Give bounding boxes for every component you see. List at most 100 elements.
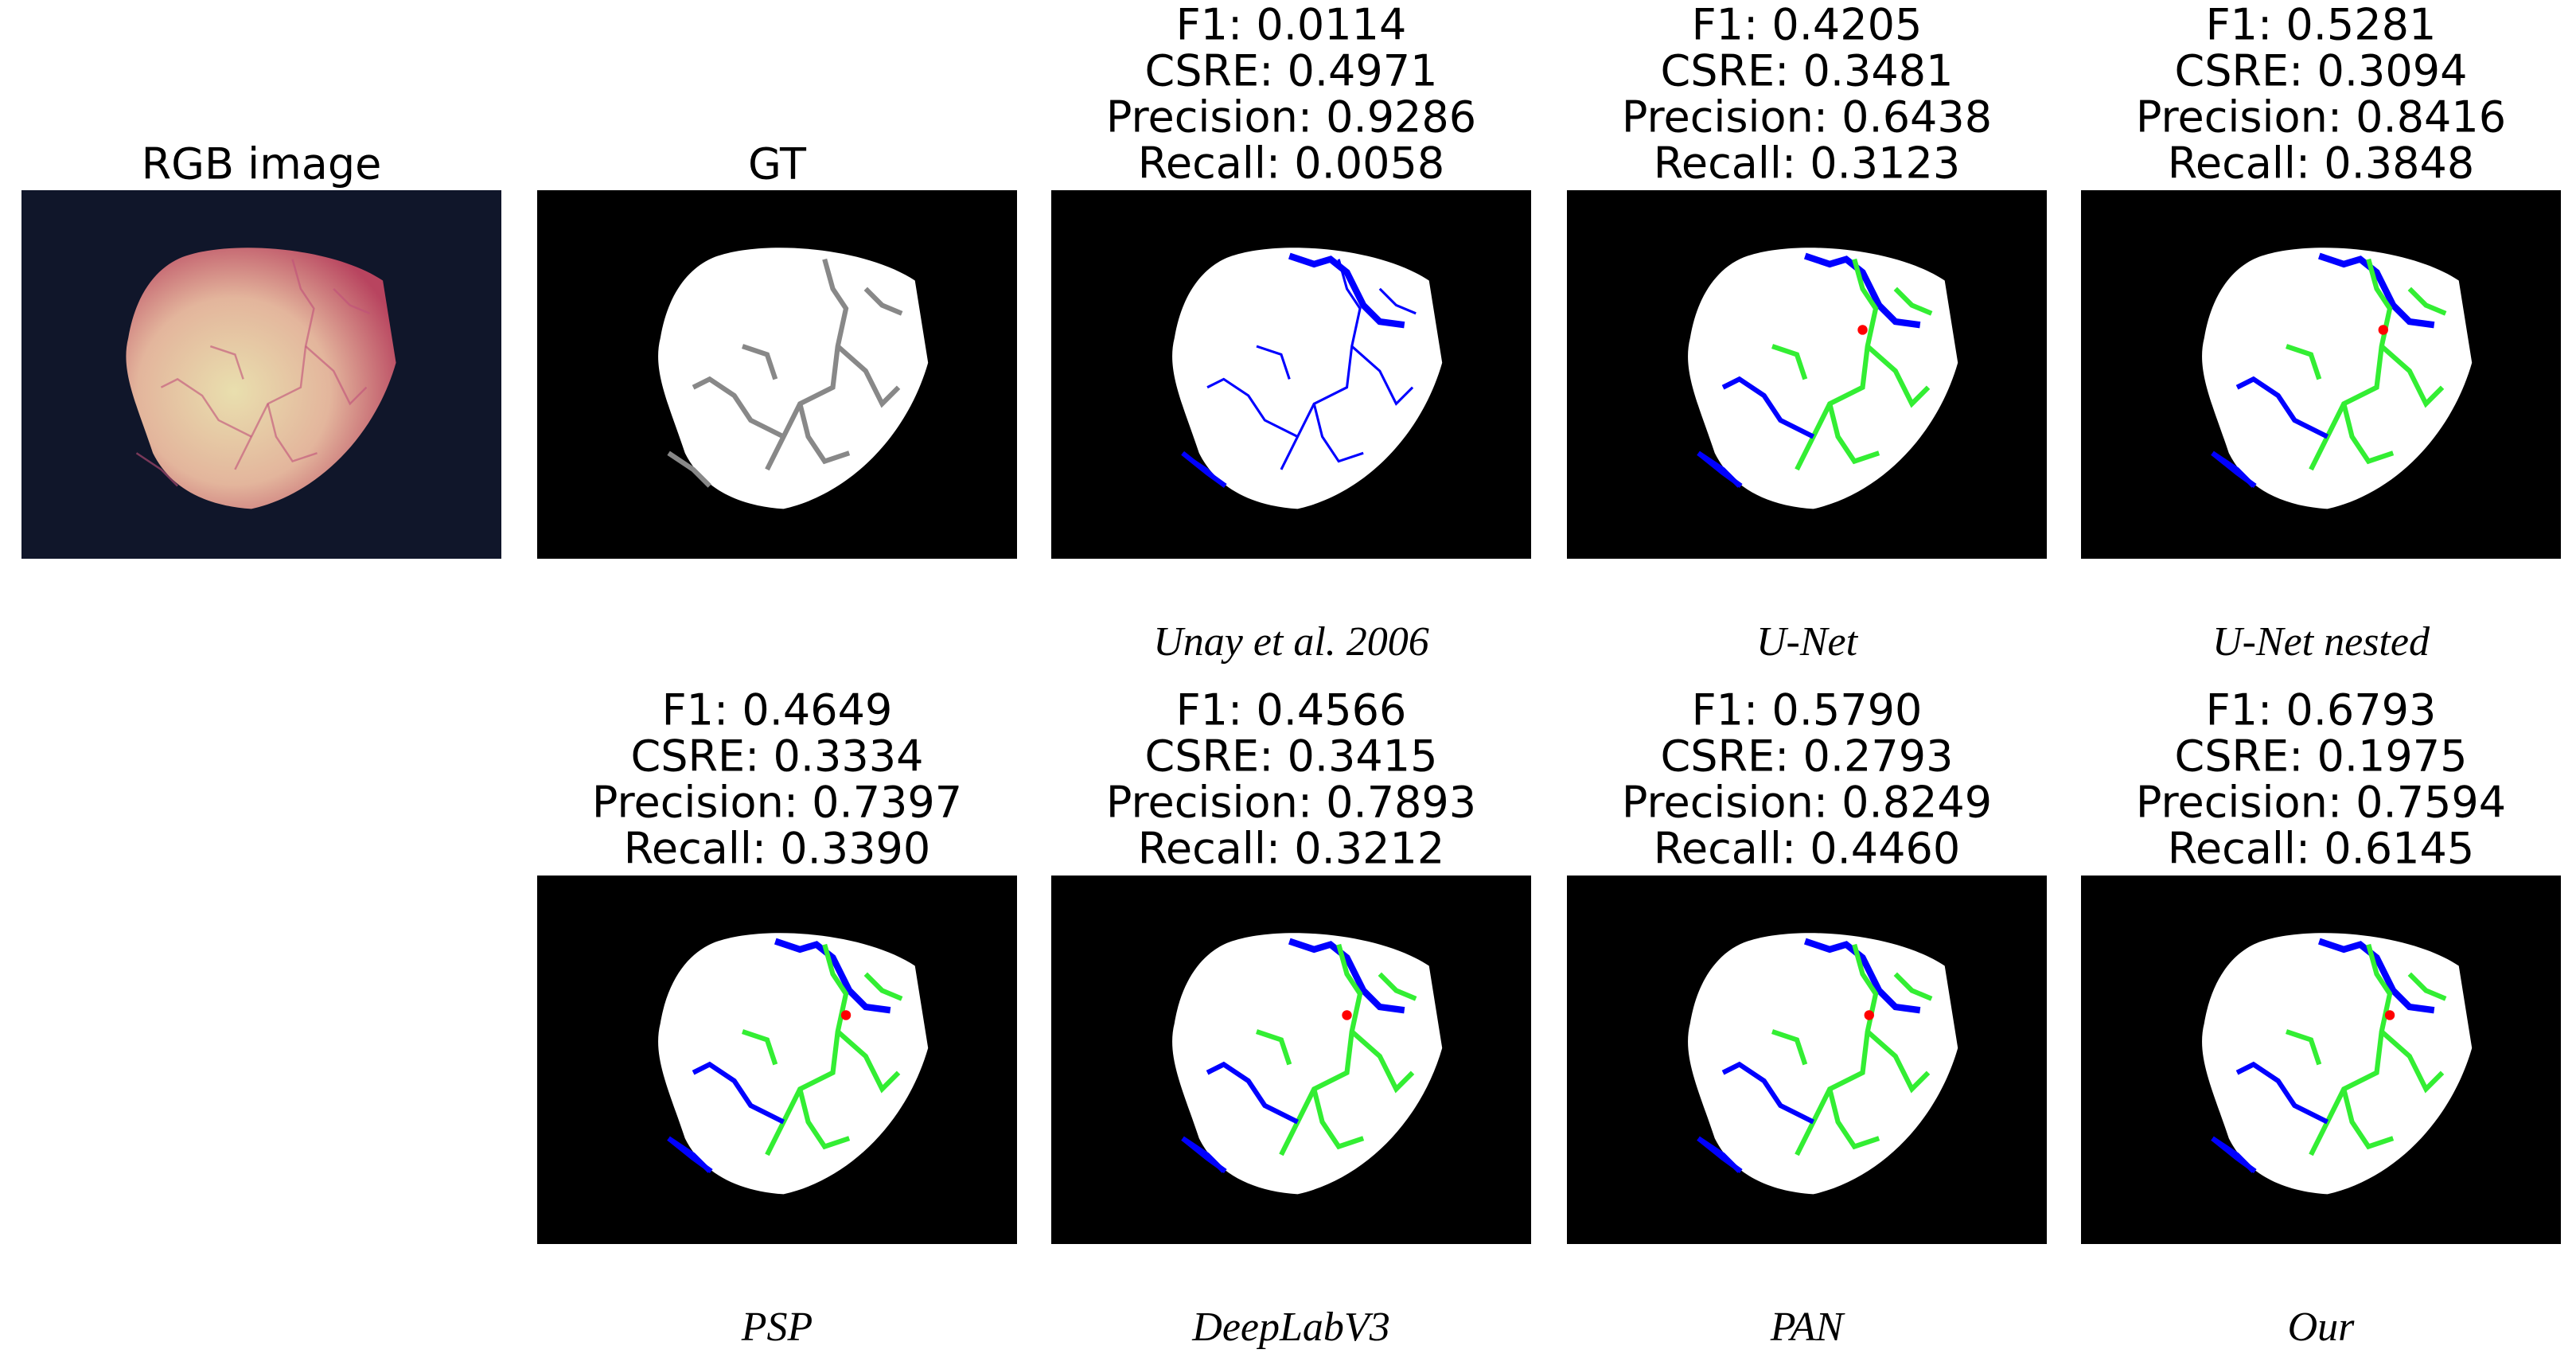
method-caption: PAN: [1770, 1305, 1846, 1350]
defect: [765, 258, 849, 471]
defect: [797, 1088, 851, 1150]
defect: [2235, 1061, 2329, 1125]
false-positive: [2378, 325, 2388, 335]
metric: CSRE: 0.3415: [1145, 731, 1438, 782]
panel-image: [2202, 933, 2473, 1195]
defect: [1378, 287, 1417, 315]
panel-image: [1172, 248, 1443, 509]
defect: [1311, 1088, 1365, 1150]
defect: [692, 1061, 785, 1125]
missed-defect: [1288, 938, 1405, 1014]
metric: CSRE: 0.1975: [2175, 731, 2468, 782]
panel-title: RGB image: [142, 139, 382, 189]
defect: [1378, 972, 1417, 1001]
defect: [1865, 344, 1931, 408]
defect: [1771, 344, 1808, 380]
defect: [2407, 287, 2447, 316]
apple-vein: [160, 377, 252, 438]
defect: [2286, 1029, 2322, 1066]
defect: [1350, 345, 1414, 406]
defect: [1350, 1029, 1415, 1094]
defect: [2235, 376, 2329, 439]
method-caption: U-Net nested: [2212, 619, 2430, 665]
panel-image: [1688, 933, 1958, 1195]
missed-defect: [1181, 1136, 1227, 1174]
defect: [2379, 1029, 2445, 1094]
metric: Precision: 0.8416: [2136, 92, 2506, 142]
apple: [126, 248, 396, 509]
metric: Recall: 0.6145: [2168, 824, 2474, 874]
missed-defect: [667, 1136, 713, 1174]
missed-defect: [2211, 450, 2257, 489]
metric: Recall: 0.3123: [1654, 138, 1960, 189]
defect: [1827, 403, 1880, 465]
apple-mask: [658, 248, 929, 509]
apple-vein: [267, 404, 318, 463]
metric: Precision: 0.7893: [1106, 778, 1476, 828]
missed-defect: [1697, 1136, 1743, 1174]
missed-defect: [1181, 450, 1227, 489]
metric: Precision: 0.7397: [592, 778, 962, 828]
defect: [2341, 403, 2395, 465]
metric: CSRE: 0.3334: [631, 731, 924, 782]
defect: [863, 972, 903, 1001]
defect: [2286, 344, 2322, 380]
panel-image: [1688, 248, 1958, 509]
defect: [836, 344, 901, 408]
defect: [1721, 376, 1814, 439]
defect: [1827, 1088, 1880, 1150]
metric: Recall: 0.3212: [1138, 824, 1444, 874]
metric: CSRE: 0.2793: [1661, 731, 1954, 782]
false-positive: [840, 1010, 852, 1020]
metric: Recall: 0.4460: [1654, 824, 1960, 874]
panel-image: [658, 933, 929, 1195]
defect: [2379, 344, 2445, 408]
defect: [765, 943, 849, 1156]
method-caption: Our: [2288, 1305, 2356, 1350]
apple-vein: [234, 259, 315, 470]
metric: CSRE: 0.4971: [1145, 46, 1438, 96]
defect: [1280, 259, 1362, 470]
defect: [1206, 1061, 1299, 1125]
method-caption: U-Net: [1756, 619, 1859, 665]
false-positive: [1342, 1010, 1352, 1020]
metric: F1: 0.0114: [1176, 0, 1407, 50]
metric: Recall: 0.0058: [1138, 138, 1444, 189]
defect: [1206, 377, 1299, 438]
metric: F1: 0.5790: [1692, 685, 1923, 735]
defect: [1795, 258, 1879, 471]
panel: GT: [537, 139, 1017, 559]
missed-defect: [2317, 252, 2435, 329]
apple-vein: [333, 287, 371, 314]
defect: [1865, 1029, 1931, 1094]
defect: [2309, 258, 2393, 471]
defect: [1771, 1029, 1808, 1066]
method-caption: PSP: [741, 1305, 813, 1350]
metric: CSRE: 0.3481: [1661, 46, 1954, 96]
metric: F1: 0.4205: [1692, 0, 1923, 50]
panel-image: [2202, 248, 2473, 509]
missed-defect: [774, 938, 891, 1014]
defect: [1721, 1061, 1814, 1125]
panel-image: [658, 248, 929, 509]
missed-defect: [1288, 252, 1405, 329]
metric: Recall: 0.3390: [624, 824, 930, 874]
defect: [2407, 972, 2447, 1001]
missed-defect: [2317, 938, 2435, 1014]
metric: F1: 0.5281: [2206, 0, 2437, 50]
panel-image: [126, 248, 396, 509]
apple-vein: [305, 345, 368, 406]
missed-defect: [1697, 450, 1743, 489]
apple-vein: [135, 452, 178, 487]
defect: [742, 1029, 778, 1066]
defect: [1893, 972, 1933, 1001]
panel: RGB image: [21, 139, 501, 559]
